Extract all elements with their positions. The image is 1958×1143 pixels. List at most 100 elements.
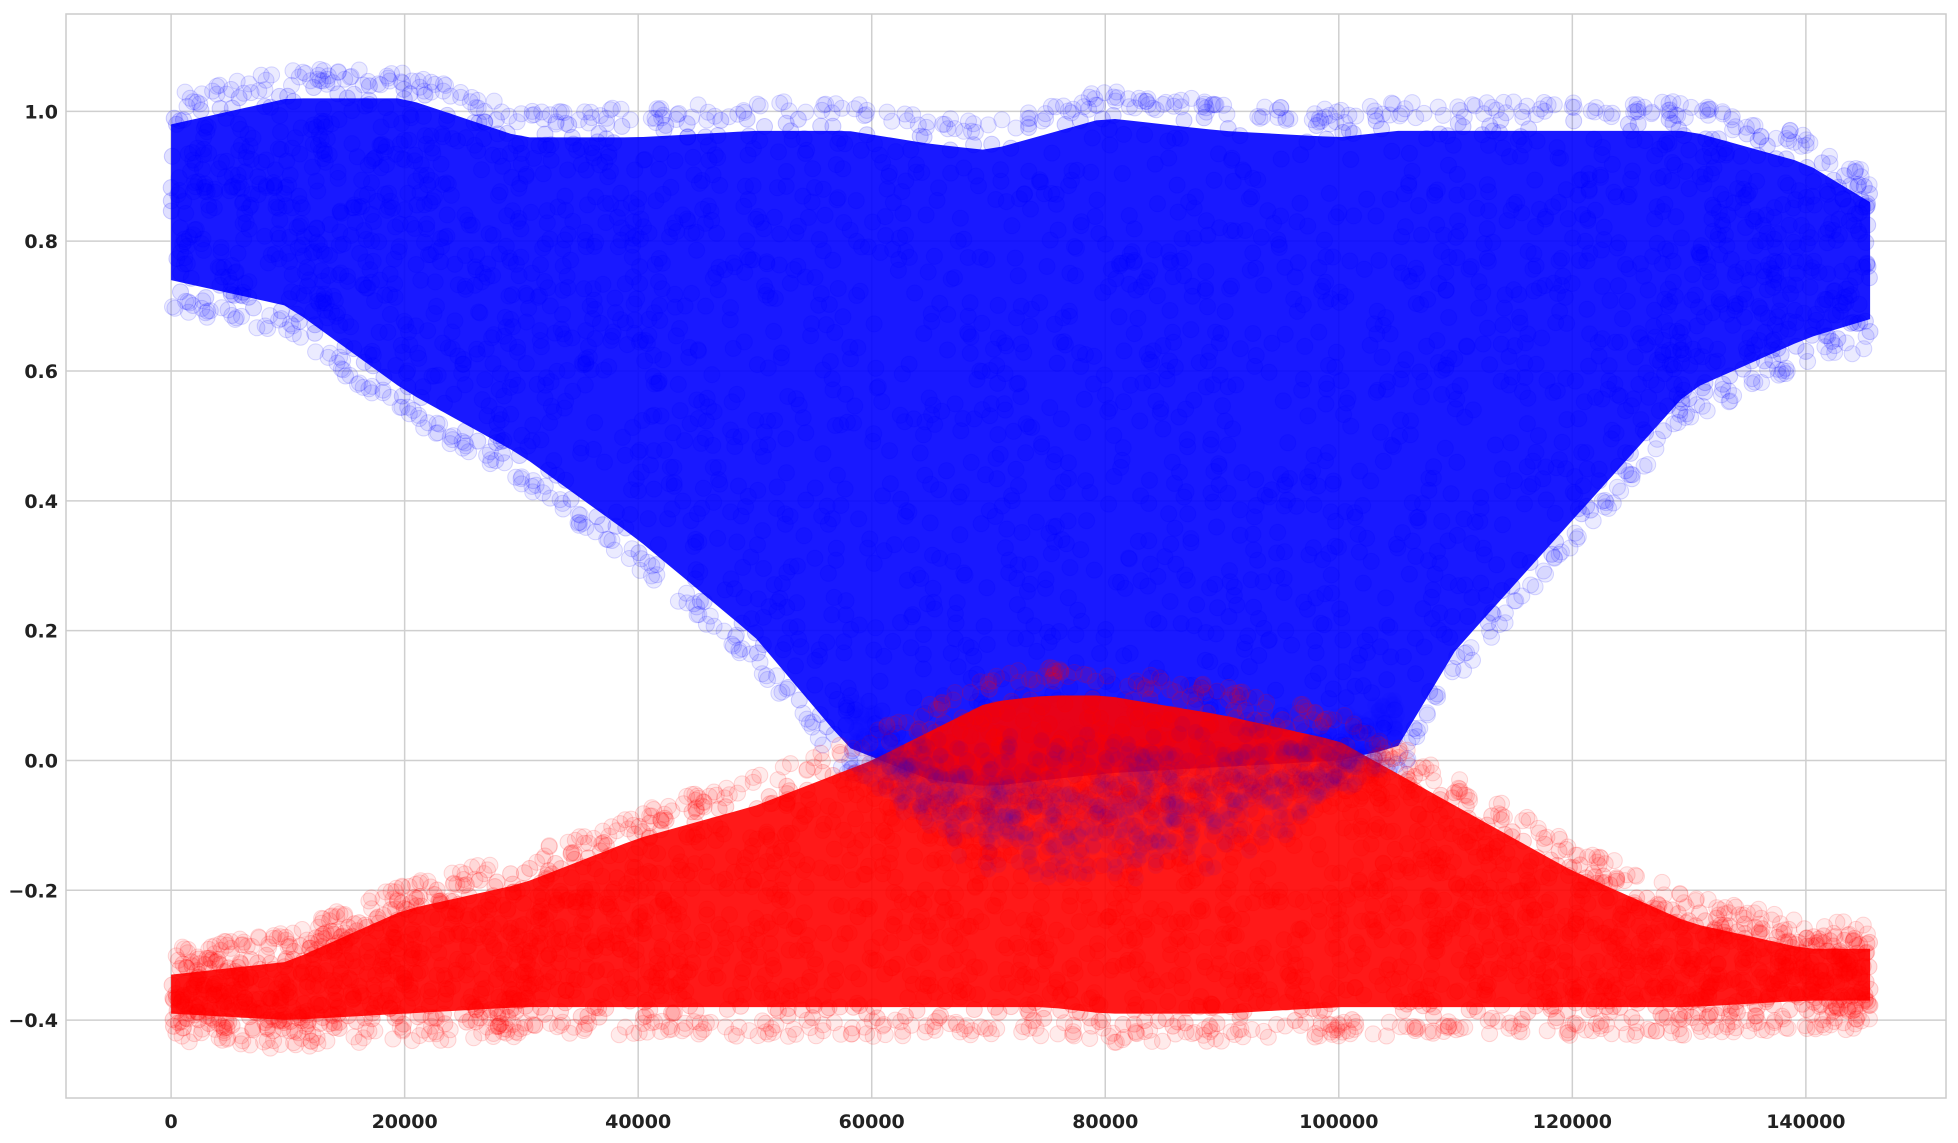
scatter-point [1481,941,1499,959]
scatter-point [563,129,581,146]
scatter-point [630,190,648,208]
scatter-point [1197,624,1215,641]
scatter-point [1580,180,1598,198]
scatter-point [996,401,1014,419]
scatter-point [703,366,721,384]
scatter-point [1120,550,1138,568]
scatter-point [1524,260,1542,278]
scatter-point [796,145,814,162]
scatter-point [606,289,624,307]
scatter-point [1426,565,1444,583]
scatter-point [912,570,930,587]
scatter-point [1400,144,1418,162]
scatter-point [657,116,675,134]
scatter-point [1573,443,1591,461]
scatter-point [1433,242,1450,260]
scatter-point [1635,98,1653,116]
scatter-point [1673,376,1691,394]
scatter-point [1366,107,1384,125]
scatter-point [723,393,741,411]
scatter-point [1048,484,1066,502]
scatter-point [1558,411,1576,429]
scatter-point [1005,422,1023,440]
scatter-point [1395,648,1412,666]
scatter-point [650,273,668,291]
scatter-point [556,231,574,249]
scatter-point [703,211,721,229]
scatter-point [1840,212,1858,230]
scatter-point [998,520,1016,538]
scatter-point [213,153,230,171]
scatter-point [711,475,729,493]
scatter-point [707,264,725,282]
scatter-point [1654,343,1672,361]
scatter-point [1553,277,1571,294]
scatter-point [470,303,488,321]
scatter-point [1429,98,1447,116]
scatter-point [794,409,812,427]
scatter-point [1593,330,1611,348]
scatter-point [1475,235,1493,253]
scatter-point [1834,190,1852,208]
scatter-point [1240,658,1258,676]
scatter-point [1430,621,1447,639]
scatter-point [687,534,705,551]
scatter-point [759,436,777,454]
scatter-point [765,576,783,594]
scatter-point [1724,121,1742,139]
scatter-point [1636,132,1654,150]
scatter-point [732,428,750,446]
scatter-point [480,225,498,243]
scatter-point [911,444,929,462]
scatter-point [1160,505,1178,523]
scatter-point [1692,237,1710,255]
scatter-point [875,542,893,560]
scatter-point [1579,212,1597,229]
scatter-point [931,294,949,312]
scatter-point [1697,130,1715,148]
scatter-point [832,497,850,514]
scatter-point [334,235,352,253]
scatter-point [186,154,204,172]
scatter-point [509,213,527,230]
scatter-point [1566,372,1584,390]
scatter-point [941,141,959,159]
scatter-point [1472,488,1490,506]
scatter-point [848,232,865,250]
scatter-point [1202,436,1220,454]
scatter-point [800,208,817,226]
scatter-point [1618,292,1636,310]
scatter-point [1270,235,1288,253]
scatter-point [771,225,789,243]
scatter-point [1202,484,1220,502]
scatter-point [1015,343,1033,361]
scatter-point [1549,149,1567,167]
scatter-point [1245,598,1263,616]
scatter-point [291,145,309,163]
scatter-point [1235,163,1253,181]
scatter-point [1696,337,1714,355]
scatter-point [837,606,855,624]
scatter-point [1268,544,1286,562]
scatter-point [1075,98,1093,116]
scatter-point [1008,309,1025,327]
scatter-point [1480,183,1498,201]
scatter-point [513,468,531,486]
scatter-point [1621,444,1639,462]
scatter-point [906,847,923,865]
scatter-point [749,208,767,225]
scatter-point [1647,440,1665,458]
scatter-point [1426,187,1444,204]
scatter-point [195,241,213,259]
scatter-point [1449,114,1467,132]
scatter-point [1249,171,1267,189]
scatter-point [961,344,979,362]
scatter-point [612,100,630,118]
scatter-point [1537,491,1555,509]
scatter-point [1239,627,1257,645]
scatter-point [256,227,274,245]
scatter-point [1145,241,1163,259]
scatter-point [1525,282,1543,300]
scatter-point [812,285,830,303]
scatter-point [267,198,285,216]
